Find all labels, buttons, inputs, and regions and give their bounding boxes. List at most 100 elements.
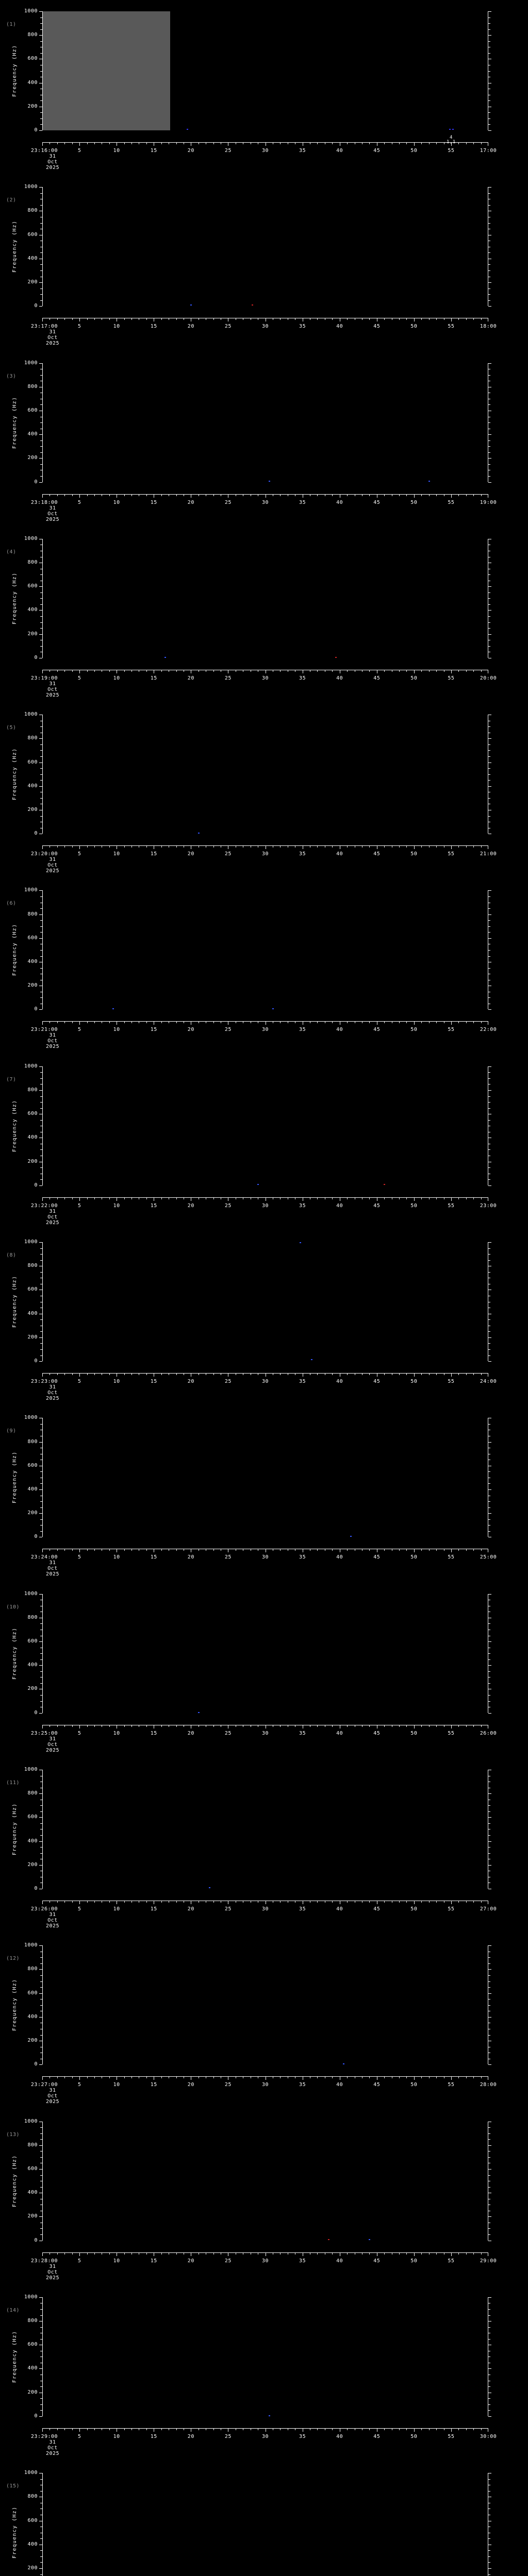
y-tick-label: 800 (27, 208, 38, 214)
x-tick-minor (72, 1021, 73, 1024)
x-tick-label: 55 (448, 2082, 455, 2088)
x-tick-minor (436, 494, 437, 496)
x-tick-minor (473, 2252, 474, 2255)
x-tick-minor (124, 142, 125, 144)
x-tick-minor (317, 1724, 318, 1727)
x-tick-minor (458, 669, 459, 672)
x-tick-minor (87, 2428, 88, 2430)
x-tick-minor (72, 2076, 73, 2079)
x-tick-minor (428, 1021, 430, 1024)
x-tick-minor (124, 2428, 125, 2430)
y-tick-right-minor (488, 1659, 490, 1660)
y-tick-right-minor (488, 2479, 490, 2480)
x-tick-minor (466, 1021, 467, 1024)
x-tick-minor (421, 1373, 422, 1376)
y-tick-right-major (488, 306, 491, 307)
x-tick-minor (466, 318, 467, 320)
y-tick-right-major (488, 1865, 491, 1866)
spectrogram-panel: (7) Frequency (Hz) 0 200 400 600 800 1000 5 10 15 2… (0, 1055, 528, 1231)
y-tick-label: 600 (27, 231, 38, 238)
x-tick-minor (317, 318, 318, 320)
x-tick-label: 20 (187, 1730, 194, 1736)
y-tick-major (39, 282, 42, 283)
event-mark (268, 481, 270, 482)
x-tick-minor (213, 2076, 214, 2079)
event-mark (342, 2063, 344, 2064)
x-tick-minor (332, 2252, 333, 2255)
x-tick-label: 45 (373, 1027, 381, 1033)
x-tick-minor (87, 669, 88, 672)
y-tick-minor (40, 2005, 42, 2006)
x-tick-minor (87, 2076, 88, 2079)
y-tick-right-major (488, 1513, 491, 1514)
y-tick-minor (40, 1987, 42, 1988)
x-tick-minor (94, 1373, 95, 1376)
spectrogram-panel: (1) Frequency (Hz) 0 200 400 600 800 1000 5 10 15 2… (0, 0, 528, 176)
x-tick-minor (481, 2252, 482, 2255)
y-tick-minor (40, 1120, 42, 1121)
x-tick-label: 35 (299, 2433, 306, 2439)
x-tick-minor (473, 494, 474, 496)
panel-index-label: (8) (6, 1252, 16, 1259)
y-tick-minor (40, 1254, 42, 1255)
y-tick-minor (40, 294, 42, 295)
x-tick-minor (109, 1724, 110, 1727)
y-tick-minor (40, 956, 42, 957)
x-tick-minor (436, 2076, 437, 2079)
x-axis-date-label: 31 Oct 2025 (45, 1384, 60, 1402)
y-tick-label: 1000 (24, 1239, 38, 1245)
x-axis-date-label: 31 Oct 2025 (45, 1911, 60, 1929)
x-tick-minor (466, 1197, 467, 1199)
y-tick-major (39, 1865, 42, 1866)
y-tick-label: 600 (27, 1990, 38, 1996)
x-tick-minor (109, 494, 110, 496)
x-tick-minor (87, 142, 88, 144)
x-tick-label: 30 (261, 2082, 269, 2088)
x-tick-minor (466, 494, 467, 496)
x-tick-minor (124, 1021, 125, 1024)
y-axis-title: Frequency (Hz) (11, 1242, 19, 1361)
x-tick-minor (421, 2252, 422, 2255)
x-tick-minor (124, 318, 125, 320)
x-tick-label: 55 (448, 324, 455, 330)
x-tick-minor (399, 1197, 400, 1199)
y-axis-left-spine (42, 363, 43, 482)
y-tick-label: 0 (34, 831, 38, 837)
y-axis-title-text: Frequency (Hz) (12, 1099, 18, 1152)
x-tick-minor (213, 1724, 214, 1727)
x-tick-label: 50 (410, 499, 418, 505)
y-axis-title: Frequency (Hz) (11, 715, 19, 834)
y-tick-right-major (488, 2297, 491, 2298)
x-tick-label: 35 (299, 2258, 306, 2264)
x-tick-label: 25 (224, 2433, 232, 2439)
y-tick-major (39, 2416, 42, 2417)
x-tick-minor (384, 2428, 385, 2430)
y-tick-label: 1000 (24, 711, 38, 718)
x-tick-minor (94, 1549, 95, 1551)
y-tick-right-minor (488, 2133, 490, 2134)
x-tick-label: 35 (299, 499, 306, 505)
spectrogram-panel: (11) Frequency (Hz) 0 200 400 600 800 1000 5 10 15… (0, 1758, 528, 1934)
x-tick-minor (109, 2428, 110, 2430)
x-tick-minor (406, 1373, 407, 1376)
x-tick-label: 35 (299, 2082, 306, 2088)
y-tick-right-minor (488, 920, 490, 921)
y-tick-right-major (488, 1185, 491, 1186)
y-tick-minor (40, 404, 42, 405)
y-tick-minor (40, 1272, 42, 1273)
x-tick-minor (317, 2252, 318, 2255)
x-tick-label: 5 (77, 2258, 81, 2264)
x-tick-minor (406, 494, 407, 496)
x-tick-label: 30 (261, 324, 269, 330)
x-tick-minor (57, 2076, 58, 2079)
x-tick-minor (57, 318, 58, 320)
x-tick-major (414, 1900, 415, 1904)
x-axis-start-label: 23:22:00 (30, 1202, 58, 1209)
y-tick-minor (40, 592, 42, 593)
x-axis-end-label: 27:00 (480, 1906, 497, 1912)
y-tick-minor (40, 1671, 42, 1672)
x-tick-major (79, 845, 80, 850)
y-tick-minor (40, 932, 42, 933)
x-tick-minor (57, 845, 58, 848)
x-tick-major (42, 845, 43, 850)
